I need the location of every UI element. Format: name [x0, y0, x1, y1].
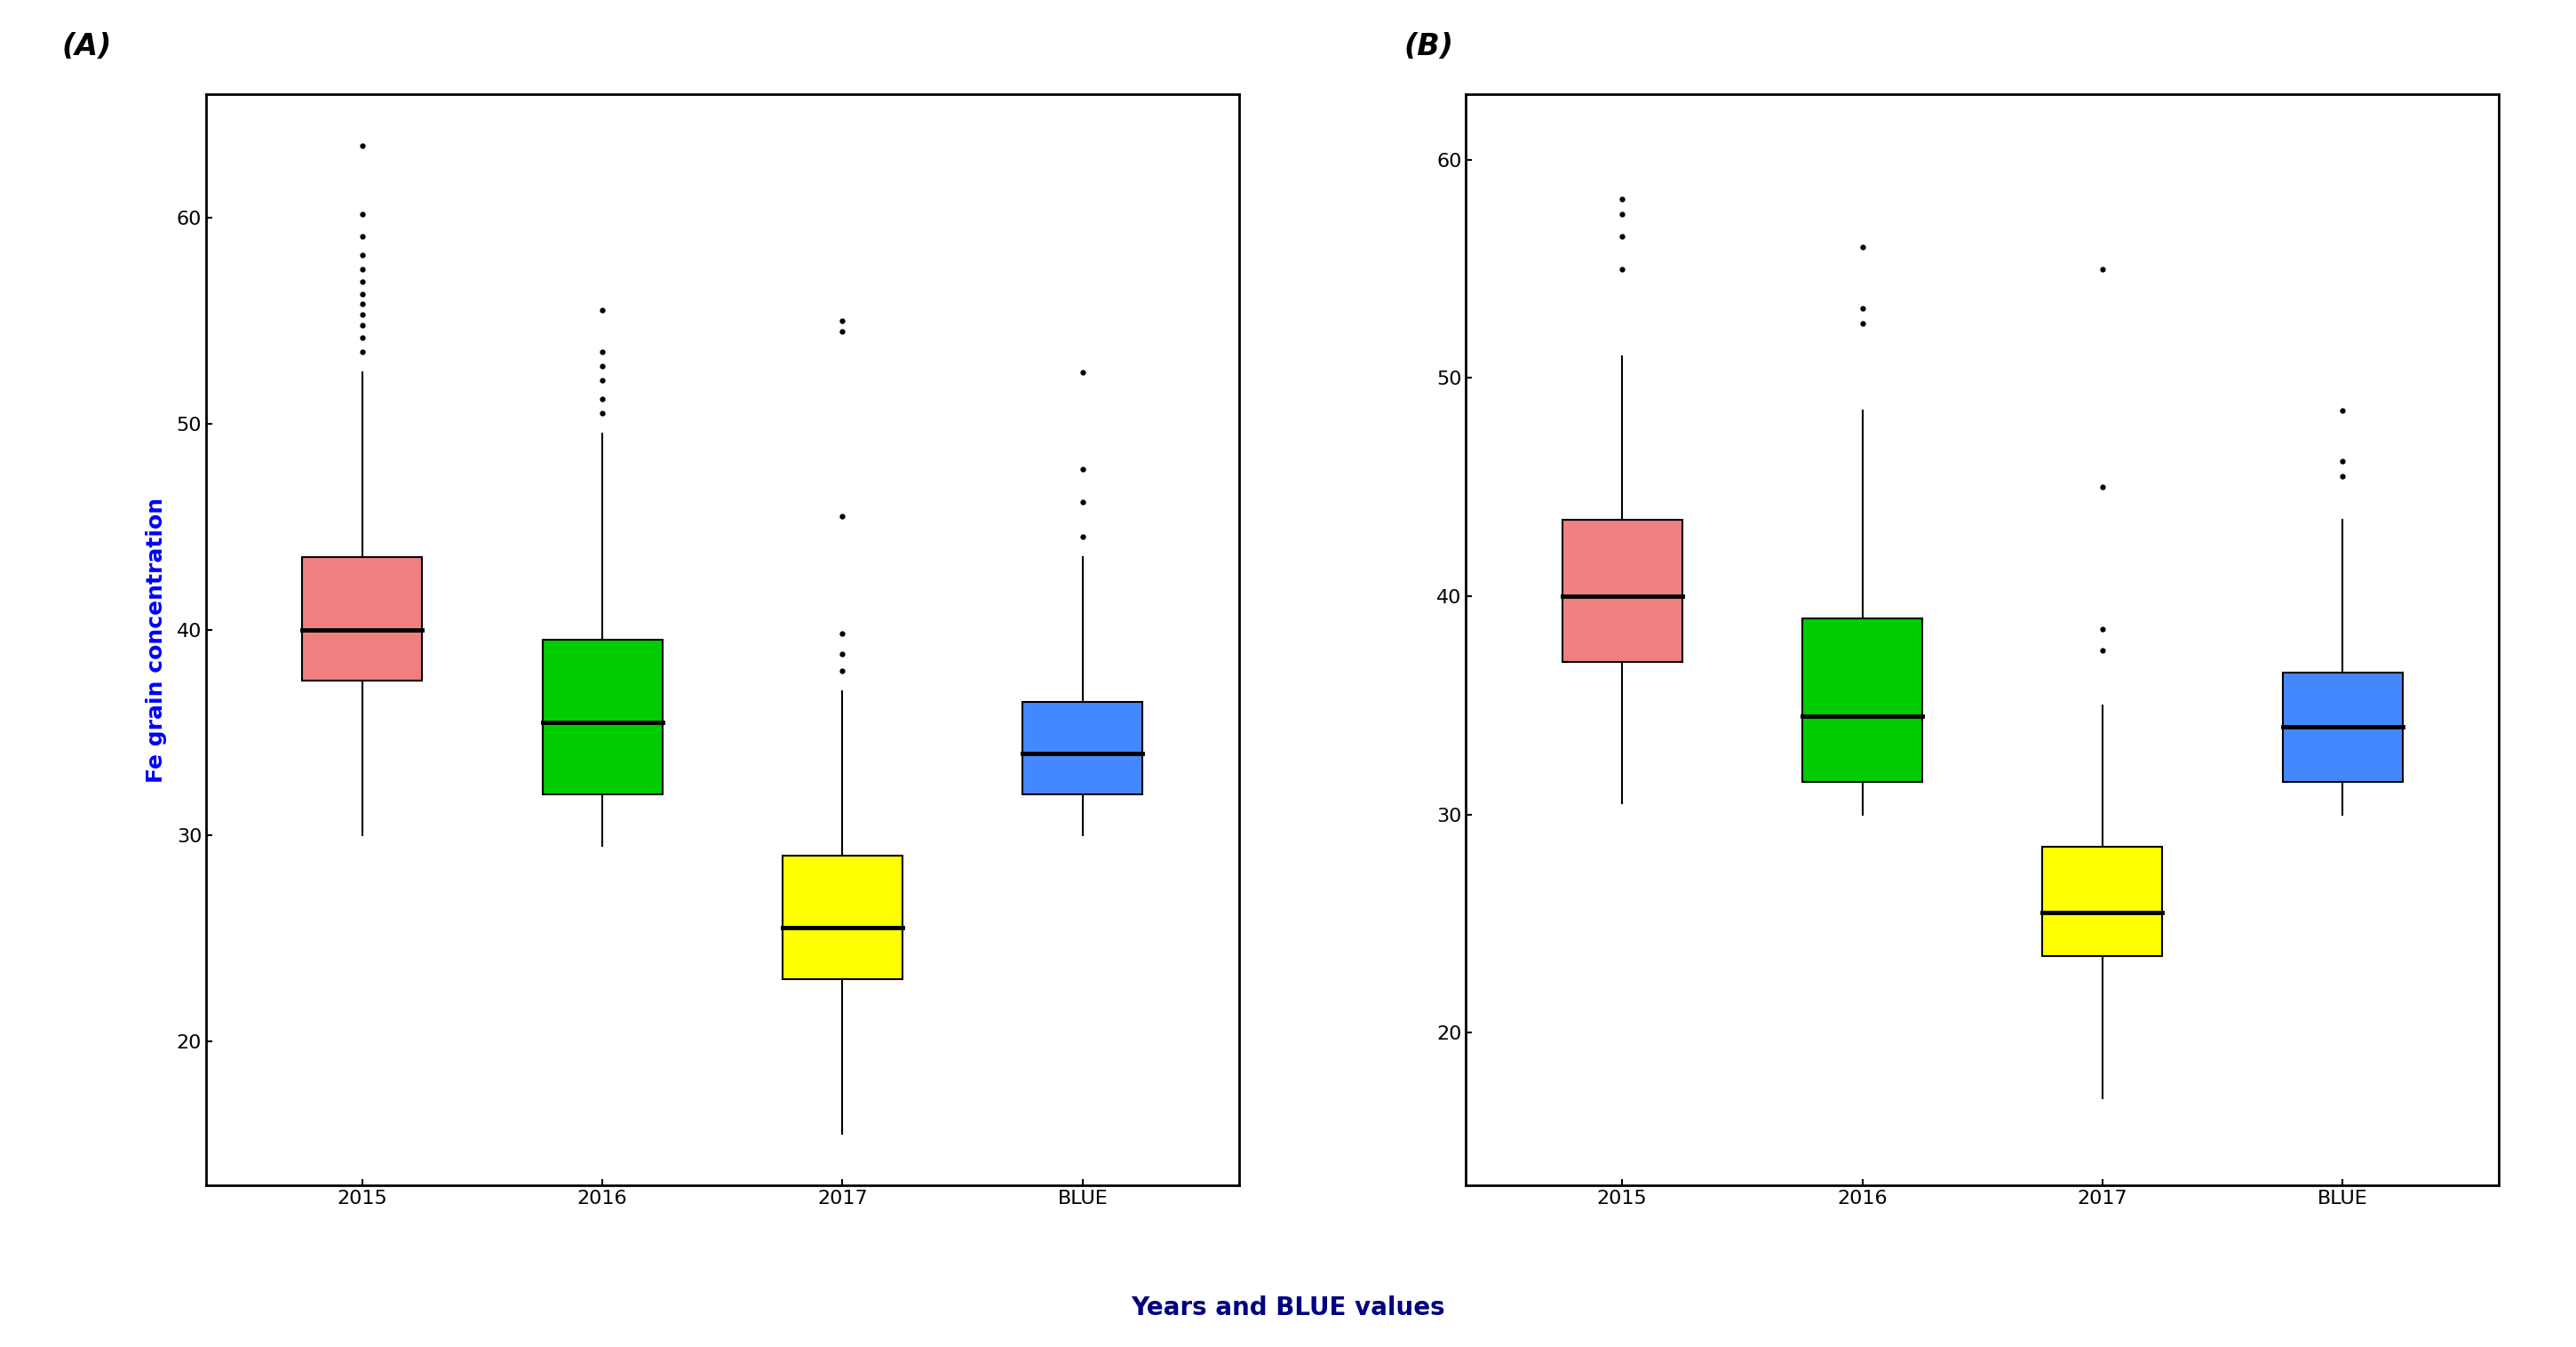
Bar — [1803, 618, 1922, 781]
Bar — [2043, 847, 2161, 956]
Text: Years and BLUE values: Years and BLUE values — [1131, 1296, 1445, 1320]
Bar — [301, 558, 422, 682]
Bar — [783, 855, 902, 979]
Bar — [2282, 672, 2403, 781]
Bar — [1023, 702, 1144, 795]
Bar — [1561, 520, 1682, 661]
Text: (A): (A) — [62, 32, 111, 62]
Bar — [544, 640, 662, 795]
Y-axis label: Fe grain concentration: Fe grain concentration — [144, 497, 167, 783]
Text: (B): (B) — [1404, 32, 1453, 62]
